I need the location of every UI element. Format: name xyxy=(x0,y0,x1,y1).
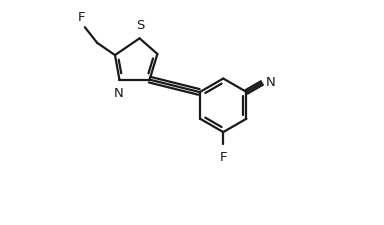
Text: S: S xyxy=(136,19,145,32)
Text: F: F xyxy=(78,11,85,24)
Text: F: F xyxy=(220,150,227,163)
Text: N: N xyxy=(113,86,123,99)
Text: N: N xyxy=(266,76,276,89)
